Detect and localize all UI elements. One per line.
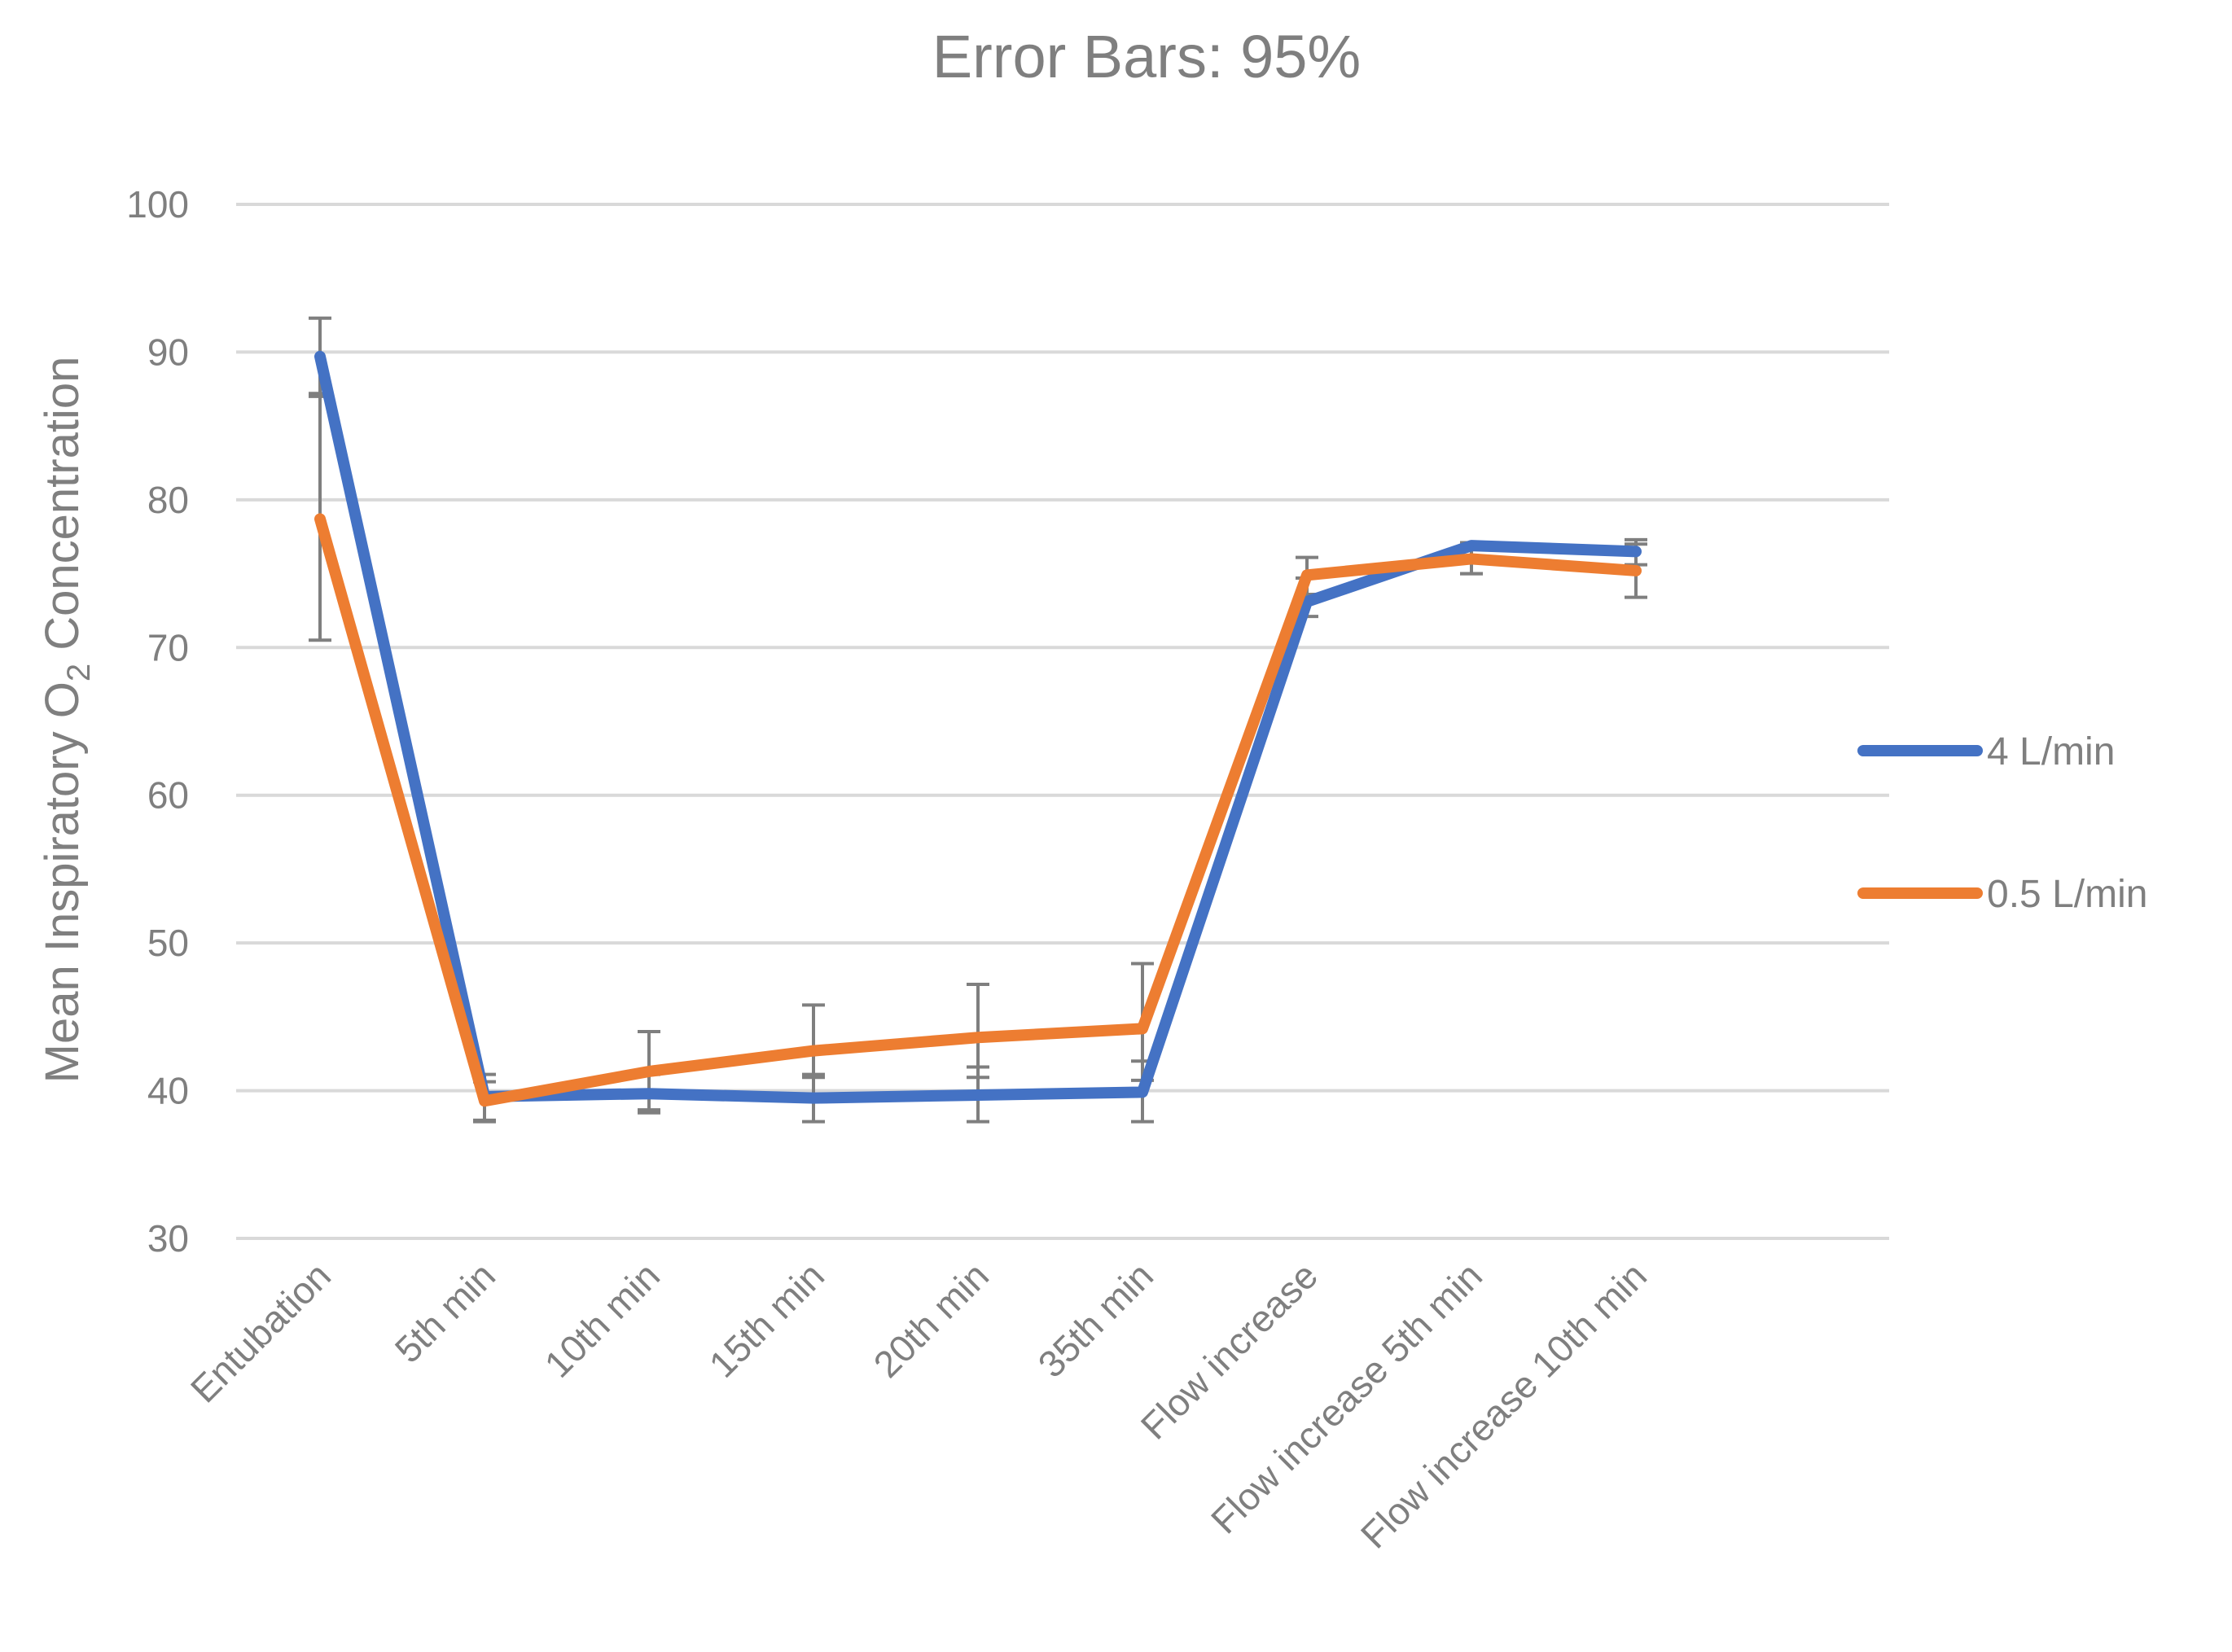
x-tick-label: 35th min bbox=[1030, 1254, 1162, 1386]
x-tick-label: Entubation bbox=[182, 1254, 339, 1410]
x-tick-label: 15th min bbox=[701, 1254, 833, 1386]
y-tick-label: 100 bbox=[126, 183, 189, 226]
data-point bbox=[1633, 567, 1638, 573]
y-axis-label: Mean Inspiratory O2 Concentration bbox=[36, 357, 97, 1084]
data-point bbox=[482, 1098, 487, 1104]
data-point bbox=[976, 1035, 980, 1041]
legend-label: 0.5 L/min bbox=[1987, 873, 2147, 916]
data-point bbox=[647, 1068, 651, 1074]
x-tick-label: 20th min bbox=[866, 1254, 998, 1386]
data-point bbox=[1305, 572, 1309, 578]
y-tick-label: 90 bbox=[147, 331, 189, 373]
x-tick-label: Flow increase 5th min bbox=[1203, 1254, 1490, 1541]
x-tick-label: Flow increase 10th min bbox=[1353, 1254, 1655, 1556]
series-lines bbox=[314, 350, 1642, 1107]
y-axis-label-subscript: 2 bbox=[61, 664, 97, 681]
x-axis-ticks: Entubation 5th min 10th min 15th min 20th mi… bbox=[182, 1254, 1655, 1556]
y-tick-label: 80 bbox=[147, 479, 189, 521]
y-tick-label: 60 bbox=[147, 774, 189, 817]
y-tick-label: 70 bbox=[147, 626, 189, 668]
data-point bbox=[1140, 1089, 1145, 1095]
y-tick-label: 40 bbox=[147, 1070, 189, 1112]
data-point bbox=[318, 516, 322, 522]
x-tick-label: 10th min bbox=[537, 1254, 669, 1386]
y-tick-label: 50 bbox=[147, 922, 189, 964]
data-point bbox=[1469, 556, 1474, 562]
data-point bbox=[1469, 543, 1474, 549]
data-point bbox=[1140, 1026, 1145, 1032]
legend: 4 L/min 0.5 L/min bbox=[1857, 730, 2147, 916]
y-axis-label-part-1: Mean Inspiratory O bbox=[36, 681, 89, 1083]
data-point bbox=[811, 1048, 816, 1054]
legend-label: 4 L/min bbox=[1987, 730, 2115, 773]
y-tick-label: 30 bbox=[147, 1217, 189, 1260]
y-axis-ticks: 30 40 50 60 70 80 90 100 bbox=[126, 183, 189, 1260]
y-axis-label-part-3: Concentration bbox=[36, 357, 89, 664]
x-tick-label: 5th min bbox=[387, 1254, 503, 1370]
data-point bbox=[647, 1091, 651, 1097]
error-bars bbox=[309, 316, 1647, 1124]
data-point bbox=[1633, 549, 1638, 554]
data-point bbox=[318, 353, 322, 359]
data-point bbox=[1305, 599, 1309, 605]
chart-title: Error Bars: 95% bbox=[932, 23, 1361, 90]
data-point bbox=[976, 1093, 980, 1098]
data-point bbox=[811, 1095, 816, 1101]
